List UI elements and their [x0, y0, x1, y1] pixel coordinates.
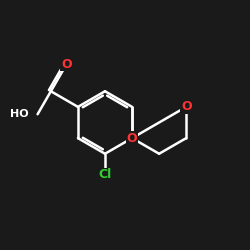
Text: O: O — [61, 58, 72, 71]
Text: O: O — [181, 100, 192, 114]
Text: Cl: Cl — [98, 168, 112, 181]
Text: HO: HO — [10, 109, 29, 119]
Text: O: O — [127, 132, 138, 144]
